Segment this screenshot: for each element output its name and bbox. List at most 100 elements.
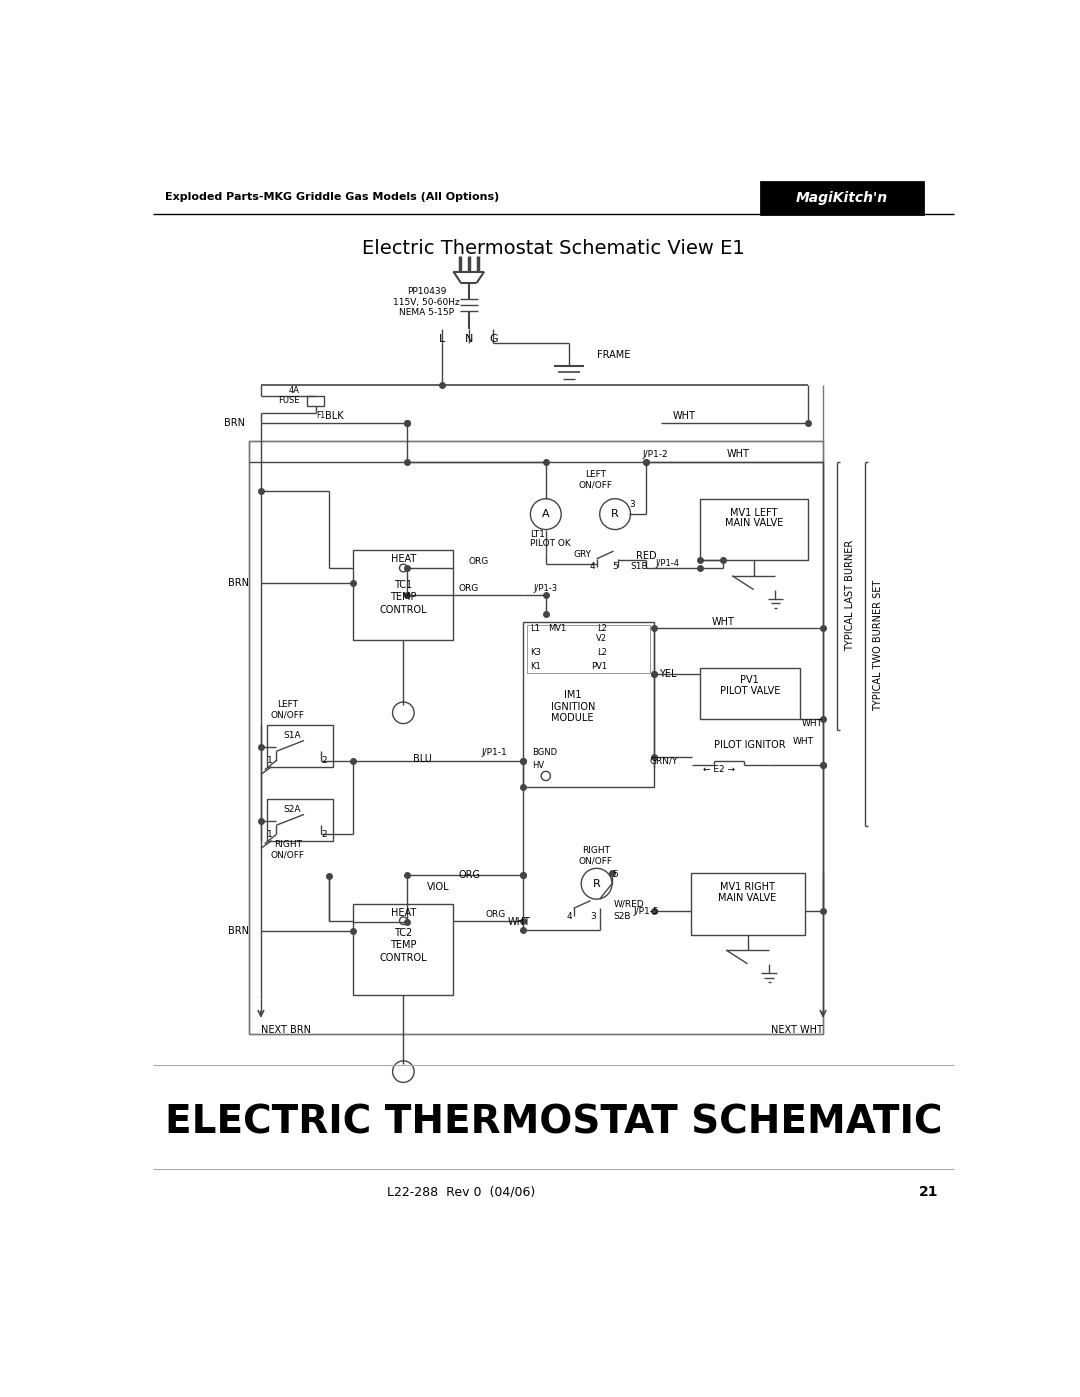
Circle shape <box>581 869 612 900</box>
Text: CONTROL: CONTROL <box>379 953 428 963</box>
Text: Electric Thermostat Schematic View E1: Electric Thermostat Schematic View E1 <box>362 239 745 258</box>
Text: TEMP: TEMP <box>390 940 417 950</box>
Text: S2A: S2A <box>283 805 300 813</box>
Text: MAIN VALVE: MAIN VALVE <box>718 893 777 902</box>
Text: IM1
IGNITION
MODULE: IM1 IGNITION MODULE <box>551 690 595 724</box>
Text: 21: 21 <box>919 1185 939 1199</box>
Text: L1: L1 <box>530 623 540 633</box>
Text: 2: 2 <box>321 756 327 766</box>
Text: PILOT VALVE: PILOT VALVE <box>719 686 780 696</box>
Text: BLK: BLK <box>325 411 343 422</box>
Bar <box>267 725 333 767</box>
Text: J/P1-1: J/P1-1 <box>482 749 508 757</box>
Text: PV1: PV1 <box>741 676 759 686</box>
Text: 3: 3 <box>629 500 635 510</box>
Circle shape <box>392 703 414 724</box>
Text: L: L <box>438 334 445 344</box>
Text: R: R <box>611 509 619 520</box>
Bar <box>353 549 454 640</box>
Text: RIGHT
ON/OFF: RIGHT ON/OFF <box>579 847 612 866</box>
Text: 1: 1 <box>267 830 273 840</box>
Text: PP10439
115V, 50-60Hz
NEMA 5-15P: PP10439 115V, 50-60Hz NEMA 5-15P <box>393 288 460 317</box>
Text: YEL: YEL <box>659 669 677 679</box>
Text: WHT: WHT <box>508 918 530 928</box>
Text: RED: RED <box>636 550 657 560</box>
Circle shape <box>541 771 551 781</box>
Text: WHT: WHT <box>793 736 813 746</box>
Text: TC2: TC2 <box>394 928 413 937</box>
Text: ORG: ORG <box>469 557 489 566</box>
Text: ORG: ORG <box>459 584 478 594</box>
Text: A: A <box>542 509 550 520</box>
Circle shape <box>392 1060 414 1083</box>
Bar <box>527 624 650 673</box>
Text: PILOT OK: PILOT OK <box>530 539 571 548</box>
Text: V2: V2 <box>596 634 607 644</box>
Text: WHT: WHT <box>673 411 696 422</box>
Text: PV1: PV1 <box>591 662 607 671</box>
Text: WHT: WHT <box>712 617 734 627</box>
Circle shape <box>400 564 407 571</box>
Text: K1: K1 <box>530 662 541 671</box>
Text: BRN: BRN <box>225 418 245 429</box>
Text: GRY: GRY <box>573 549 592 559</box>
Text: GRN/Y: GRN/Y <box>650 756 678 766</box>
Text: J/P1-3: J/P1-3 <box>534 584 558 594</box>
Text: FRAME: FRAME <box>596 349 630 360</box>
Text: L2: L2 <box>597 623 607 633</box>
Text: J/P1-5: J/P1-5 <box>633 907 659 916</box>
Circle shape <box>599 499 631 529</box>
Text: TEMP: TEMP <box>390 592 417 602</box>
Text: CONTROL: CONTROL <box>379 605 428 615</box>
Text: MV1 LEFT: MV1 LEFT <box>730 507 778 518</box>
Bar <box>761 182 923 214</box>
Bar <box>353 904 454 995</box>
Text: MAIN VALVE: MAIN VALVE <box>725 518 783 528</box>
Text: BLU: BLU <box>414 754 432 764</box>
Text: MagiKitch'n: MagiKitch'n <box>796 190 889 205</box>
Text: 4: 4 <box>590 562 595 571</box>
Text: N: N <box>464 334 473 344</box>
Text: 2: 2 <box>321 830 327 840</box>
Text: 5: 5 <box>612 870 618 879</box>
Text: ORG: ORG <box>458 869 481 880</box>
Bar <box>249 441 823 1034</box>
Text: J/P1-2: J/P1-2 <box>643 450 667 458</box>
Circle shape <box>530 499 562 529</box>
Text: G: G <box>489 334 498 344</box>
Text: S1A: S1A <box>283 731 300 739</box>
Text: TYPICAL LAST BURNER: TYPICAL LAST BURNER <box>845 539 855 651</box>
Text: MV1: MV1 <box>549 623 567 633</box>
Text: 4A: 4A <box>288 387 299 395</box>
Text: W/RED: W/RED <box>613 900 644 908</box>
Bar <box>307 395 324 407</box>
Bar <box>690 873 805 935</box>
Bar <box>700 668 800 719</box>
Text: R: R <box>593 879 600 888</box>
Text: 5: 5 <box>612 562 618 571</box>
Text: LT1: LT1 <box>530 529 545 539</box>
Text: Exploded Parts-MKG Griddle Gas Models (All Options): Exploded Parts-MKG Griddle Gas Models (A… <box>164 191 499 203</box>
Text: S2B: S2B <box>613 912 631 921</box>
Text: BRN: BRN <box>228 926 249 936</box>
Text: 4: 4 <box>566 912 571 921</box>
Text: K3: K3 <box>530 648 541 657</box>
Bar <box>523 622 653 788</box>
Text: ELECTRIC THERMOSTAT SCHEMATIC: ELECTRIC THERMOSTAT SCHEMATIC <box>165 1104 942 1141</box>
Text: HEAT: HEAT <box>391 553 416 564</box>
Text: PILOT IGNITOR: PILOT IGNITOR <box>714 740 785 750</box>
Text: MV1 RIGHT: MV1 RIGHT <box>720 882 775 891</box>
Text: L2: L2 <box>597 648 607 657</box>
Text: WHT: WHT <box>727 448 750 460</box>
Text: 1: 1 <box>267 756 273 766</box>
Text: RIGHT
ON/OFF: RIGHT ON/OFF <box>271 840 305 859</box>
Bar <box>267 799 333 841</box>
Text: NEXT WHT: NEXT WHT <box>771 1025 823 1035</box>
Text: TYPICAL TWO BURNER SET: TYPICAL TWO BURNER SET <box>874 580 883 711</box>
Text: ← E2 →: ← E2 → <box>703 766 735 774</box>
Text: HV: HV <box>532 760 544 770</box>
Text: WHT: WHT <box>801 719 823 728</box>
Text: VIOL: VIOL <box>427 882 449 891</box>
Text: TC1: TC1 <box>394 580 413 590</box>
Text: 3: 3 <box>591 912 596 921</box>
